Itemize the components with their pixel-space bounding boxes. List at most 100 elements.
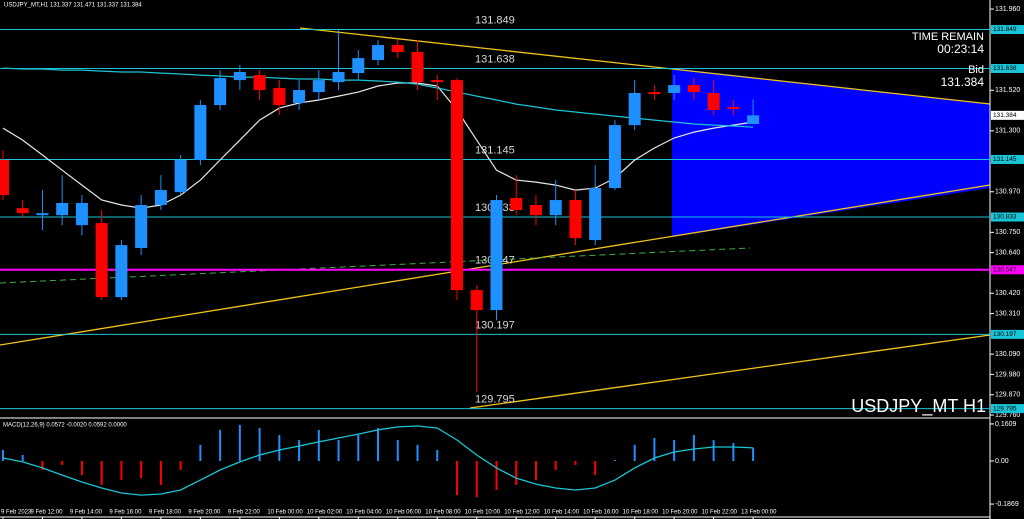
candle-body [648,92,661,95]
macd-bar [673,440,676,462]
candle-body [391,45,404,53]
y-tick-label: 129.870 [995,392,1020,399]
y-tick-label: 130.970 [995,189,1020,196]
level-badge-label: 130.197 [993,331,1017,338]
x-tick-label: 10 Feb 06:00 [386,510,422,516]
time-remain: 00:23:14 [937,42,984,56]
macd-bar [574,461,577,465]
level-label: 130.197 [475,319,515,331]
x-tick-label: 10 Feb 04:00 [346,510,382,516]
candle-body [510,198,523,211]
macd-bar [140,461,143,479]
y-tick-label: 0.00 [995,458,1009,465]
candle-body [450,80,463,291]
level-badge [991,212,1024,222]
candle-body [174,160,187,193]
macd-bar [159,461,162,485]
macd-bar [495,461,498,491]
candle-body [490,200,503,311]
trendline [299,27,991,105]
y-tick-label: 130.420 [995,290,1020,297]
macd-bar [278,434,281,462]
macd-bar [613,460,616,462]
macd-bar [534,461,537,481]
macd-bar [258,428,261,462]
level-badge-label: 131.638 [993,65,1017,72]
candle-body [312,80,325,93]
candle-body [135,205,148,249]
macd-bar [455,461,458,496]
x-tick-label: 10 Feb 12:00 [504,510,540,516]
macd-bar [633,444,636,462]
candle-body [233,71,246,81]
macd-bar [732,443,735,462]
macd-signal [2,425,754,496]
candle-body [372,45,385,60]
x-tick-label: 9 Feb 22:00 [228,510,261,516]
macd-bar [515,461,518,485]
y-tick-label: 131.520 [995,87,1020,94]
candle-body [569,200,582,239]
candle-body [589,188,602,241]
macd-bar [317,429,320,462]
macd-bar [377,428,380,462]
y-tick-label: 130.640 [995,249,1020,256]
candle-body [668,85,681,94]
trendline [469,334,991,409]
candle-body [115,245,128,298]
candle-body [16,208,29,214]
x-tick-label: 10 Feb 10:00 [465,510,501,516]
candle-body [332,71,345,83]
y-tick-label: 130.310 [995,310,1020,317]
macd-bar [416,444,419,462]
x-tick-label: 9 Feb 12:00 [30,510,63,516]
x-tick-label: 9 Feb 18:00 [149,510,182,516]
x-tick-label: 9 Feb 14:00 [70,510,103,516]
x-tick-label: 10 Feb 08:00 [425,510,461,516]
x-tick-label: 9 Feb 2023 [1,510,32,516]
candle-body [194,105,207,161]
candle-body [707,93,720,110]
x-tick-label: 10 Feb 18:00 [623,510,659,516]
level-badge [991,265,1024,275]
macd-bar [692,434,695,462]
candle-body [628,93,641,126]
macd-bar [179,461,182,470]
candle-body [154,190,167,206]
header: USDJPY_MT,H1 131.337 131.471 131.337 131… [4,3,142,9]
macd-bar [61,461,64,465]
y-tick-label: 129.980 [995,371,1020,378]
candle-body [75,203,88,226]
bid-badge-label: 131.384 [993,112,1017,119]
candle-body [0,160,9,196]
macd-bar [752,447,755,462]
candle-body [293,90,306,103]
level-badge [991,25,1024,35]
level-label: 131.849 [475,14,515,26]
x-tick-label: 10 Feb 00:00 [267,510,303,516]
candle-body [411,52,424,83]
macd-bar [199,444,202,462]
x-tick-label: 9 Feb 20:00 [188,510,221,516]
bid-label: Bid [968,64,984,76]
candle-body [214,78,227,106]
y-tick-label: 130.090 [995,351,1020,358]
candle-body [273,88,286,106]
candle-body [687,85,700,93]
x-tick-label: 10 Feb 02:00 [307,510,343,516]
candle-body [56,203,69,216]
level-badge [991,154,1024,164]
projection-area [672,68,990,237]
x-tick-label: 10 Feb 20:00 [662,510,698,516]
candle-body [431,80,444,83]
bid: 131.384 [941,75,985,89]
macd-bar [1,449,4,462]
level-badge-label: 130.547 [993,267,1017,274]
level-badge [991,404,1024,414]
level-badge [991,329,1024,339]
time-remain-label: TIME REMAIN [912,31,984,43]
macd-bar [219,429,222,462]
level-badge-label: 131.849 [993,26,1017,33]
